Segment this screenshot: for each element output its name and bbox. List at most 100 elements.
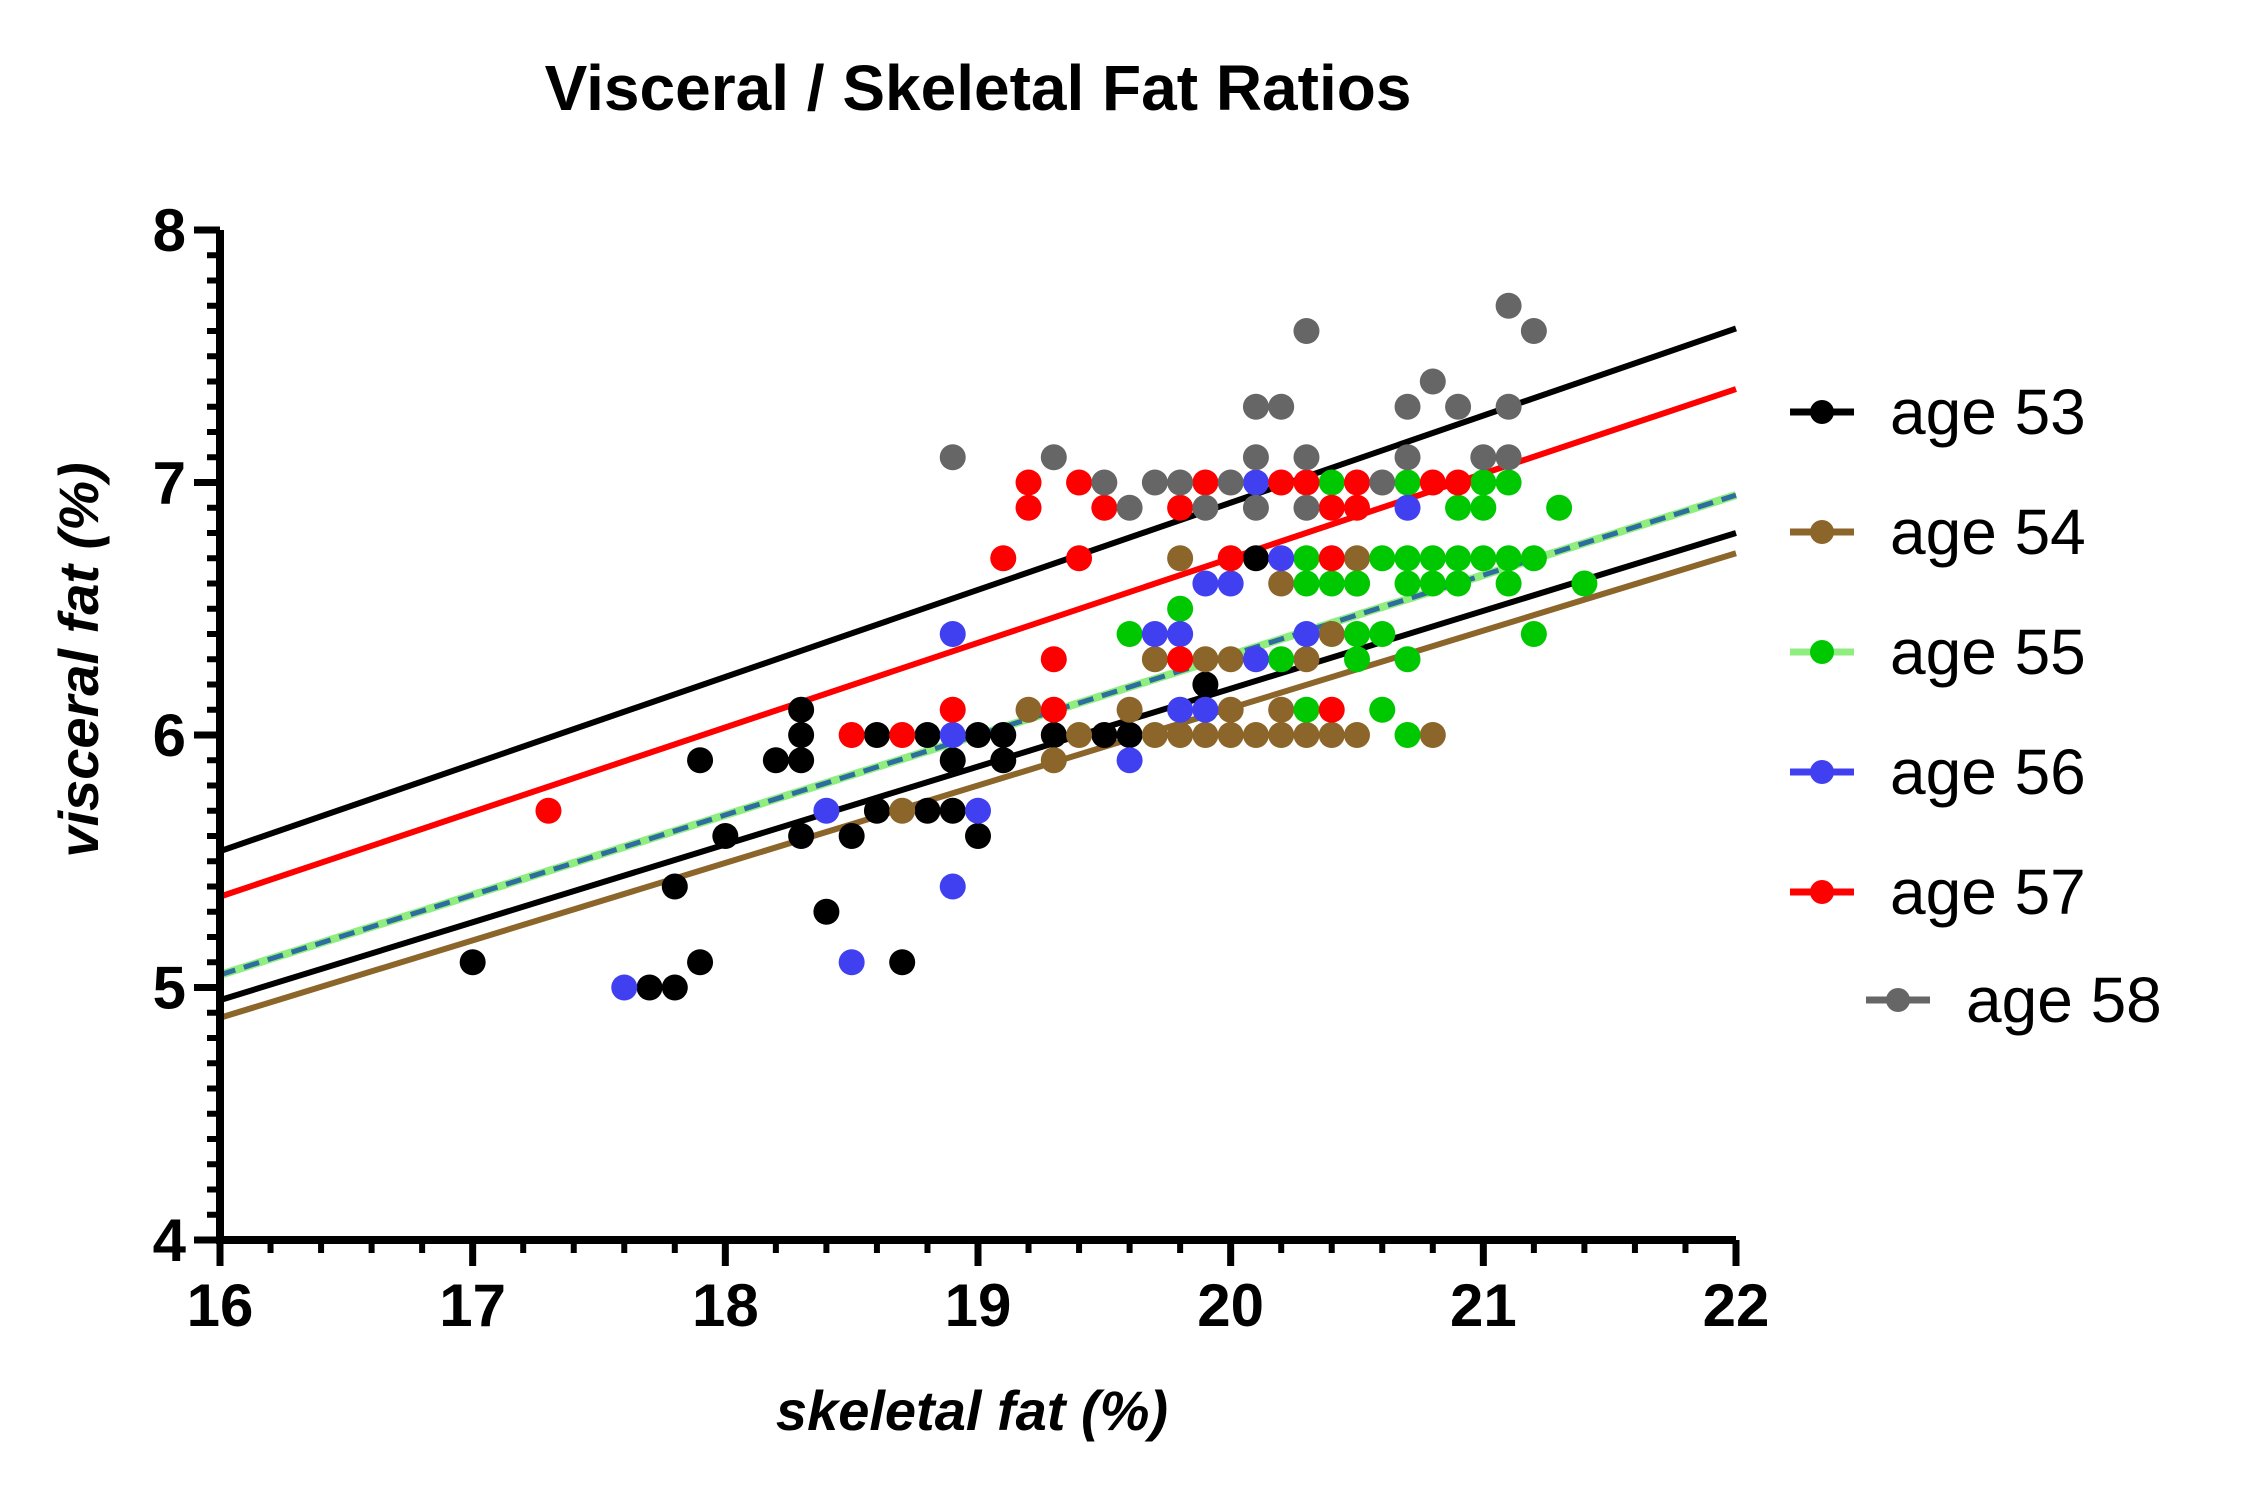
point-age-55 (1470, 494, 1497, 521)
point-age-54 (1141, 646, 1168, 673)
point-age-55 (1293, 545, 1320, 572)
point-age-53 (863, 797, 890, 824)
point-age-58 (1394, 444, 1421, 471)
point-age-57 (1167, 494, 1194, 521)
point-age-55 (1495, 469, 1522, 496)
point-age-55 (1293, 696, 1320, 723)
point-age-53 (762, 747, 789, 774)
legend-item-age-55-label: age 55 (1890, 616, 2086, 688)
legend-item-age-56-label: age 56 (1890, 736, 2086, 808)
point-age-55 (1116, 621, 1143, 647)
point-age-53 (813, 898, 840, 925)
point-age-57 (1217, 545, 1244, 572)
point-age-53 (687, 747, 714, 774)
point-age-56 (1167, 621, 1194, 647)
point-age-56 (1192, 696, 1219, 723)
point-age-54 (1318, 722, 1345, 748)
chart-title: Visceral / Skeletal Fat Ratios (545, 52, 1412, 124)
legend-item-age-56-marker (1810, 760, 1834, 784)
y-axis-label: visceral fat (%) (47, 462, 110, 857)
legend-item-age-53-label: age 53 (1890, 376, 2086, 448)
point-age-54 (1167, 545, 1194, 572)
point-age-53 (712, 823, 739, 849)
fit-lines (218, 325, 1738, 1021)
point-age-55 (1419, 545, 1446, 572)
point-age-55 (1495, 570, 1522, 597)
legend-item-age-58-marker (1886, 988, 1910, 1012)
point-age-56 (813, 797, 840, 824)
data-points (459, 292, 1598, 1001)
point-age-53 (636, 974, 663, 1001)
legend: age 53 age 54 age 55 age 56 age 57 age 58 (1790, 376, 2162, 1036)
point-age-58 (1445, 393, 1472, 420)
point-age-55 (1445, 494, 1472, 521)
point-age-57 (1015, 469, 1042, 496)
fit-line-age-58 (219, 325, 1737, 854)
point-age-58 (1419, 368, 1446, 395)
point-age-57 (1015, 494, 1042, 521)
point-age-55 (1293, 570, 1320, 597)
point-age-53 (889, 949, 916, 976)
point-age-58 (1141, 469, 1168, 496)
fit-line-age-53 (219, 530, 1737, 1003)
point-age-58 (1167, 469, 1194, 496)
point-age-53 (1242, 545, 1269, 572)
point-age-58 (1091, 469, 1118, 496)
axes: 4 5 6 7 8 16 17 18 19 20 21 22 (153, 197, 1770, 1339)
point-age-53 (1192, 671, 1219, 698)
point-age-55 (1394, 570, 1421, 597)
point-age-58 (1192, 494, 1219, 521)
legend-item-age-58-label: age 58 (1966, 964, 2162, 1036)
point-age-54 (1141, 722, 1168, 748)
point-age-53 (990, 747, 1017, 774)
point-age-55 (1445, 545, 1472, 572)
point-age-58 (939, 444, 966, 471)
point-age-54 (1192, 722, 1219, 748)
x-axis-label: skeletal fat (%) (776, 1379, 1168, 1442)
y-tick-label: 6 (153, 702, 186, 769)
point-age-55 (1318, 570, 1345, 597)
legend-item-age-55-marker (1810, 640, 1834, 664)
point-age-54 (1318, 621, 1345, 647)
point-age-53 (1116, 722, 1143, 748)
point-age-54 (1268, 722, 1295, 748)
fit-line-age-54 (219, 550, 1737, 1021)
fit-line-age-56 (219, 492, 1737, 978)
point-age-57 (1293, 469, 1320, 496)
point-age-53 (914, 722, 941, 748)
point-age-55 (1394, 722, 1421, 748)
point-age-54 (1344, 545, 1370, 572)
point-age-55 (1520, 545, 1547, 572)
point-age-58 (1242, 393, 1269, 420)
point-age-53 (939, 797, 966, 824)
point-age-53 (459, 949, 486, 976)
x-tick-label: 17 (439, 1272, 506, 1339)
point-age-53 (1040, 722, 1067, 748)
point-age-56 (1242, 469, 1269, 496)
point-age-54 (1217, 646, 1244, 673)
point-age-58 (1394, 393, 1421, 420)
point-age-54 (1344, 722, 1370, 748)
point-age-55 (1419, 570, 1446, 597)
point-age-55 (1520, 621, 1547, 647)
legend-item-age-54-label: age 54 (1890, 496, 2086, 568)
legend-item-age-57-label: age 57 (1890, 856, 2086, 928)
point-age-54 (1167, 722, 1194, 748)
point-age-54 (1217, 696, 1244, 723)
point-age-53 (661, 873, 688, 900)
point-age-58 (1217, 469, 1244, 496)
point-age-57 (1344, 469, 1370, 496)
point-age-57 (1040, 696, 1067, 723)
point-age-58 (1116, 494, 1143, 521)
point-age-56 (965, 797, 991, 824)
point-age-57 (1318, 696, 1345, 723)
point-age-56 (1242, 646, 1269, 673)
point-age-56 (1116, 747, 1143, 774)
x-tick-label: 20 (1197, 1272, 1264, 1339)
point-age-56 (1167, 696, 1194, 723)
y-tick-label: 8 (153, 197, 186, 264)
point-age-55 (1470, 469, 1497, 496)
x-tick-label: 18 (692, 1272, 759, 1339)
legend-item-age-57-marker (1810, 880, 1834, 904)
